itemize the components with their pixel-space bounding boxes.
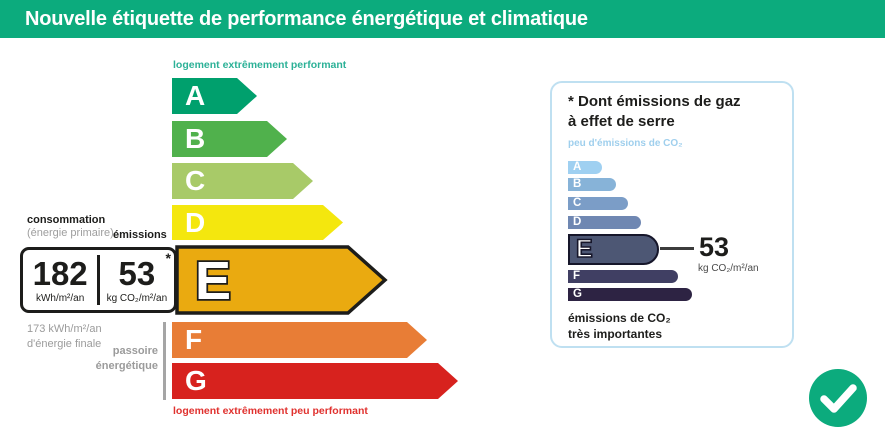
co2-low-emissions-label: peu d'émissions de CO₂ xyxy=(568,138,683,149)
emissions-cell: * 53 kg CO₂/m²/an xyxy=(100,250,174,310)
co2-title-line2: à effet de serre xyxy=(568,113,675,130)
co2-current-unit: kg CO₂/m²/an xyxy=(698,263,759,274)
final-energy-line2: d'énergie finale xyxy=(27,338,102,350)
emissions-label: émissions xyxy=(113,229,167,241)
check-icon xyxy=(809,369,867,427)
co2-panel-title: * Dont émissions de gaz à effet de serre xyxy=(568,92,741,132)
check-badge xyxy=(809,369,867,427)
co2-class-b: B xyxy=(568,178,616,191)
energy-class-g-label: G xyxy=(185,365,207,396)
co2-class-e-label: E xyxy=(575,235,593,263)
energy-class-d: D xyxy=(172,205,343,240)
sieve-divider-line xyxy=(163,322,166,400)
consumption-unit: kWh/m²/an xyxy=(35,292,85,304)
energy-class-a: A xyxy=(172,78,257,114)
co2-class-d: D xyxy=(568,216,641,229)
energy-sieve-line2: énergétique xyxy=(95,360,158,372)
bottom-performance-label: logement extrêmement peu performant xyxy=(173,405,368,417)
energy-class-f: F xyxy=(172,322,427,358)
header-bar: Nouvelle étiquette de performance énergé… xyxy=(0,0,885,38)
consumption-value: 182 xyxy=(32,254,88,292)
check-circle xyxy=(809,369,867,427)
co2-class-c: C xyxy=(568,197,628,210)
co2-current-value: 53 xyxy=(699,232,730,262)
emissions-value: 53 xyxy=(118,254,156,292)
consumption-cell: 182 kWh/m²/an xyxy=(23,250,97,310)
energy-class-d-label: D xyxy=(185,206,206,238)
energy-class-a-label: A xyxy=(185,80,206,111)
co2-class-e-current: E xyxy=(568,234,659,265)
co2-class-a-label: A xyxy=(573,160,582,173)
co2-high-line1: émissions de CO₂ xyxy=(568,311,671,325)
co2-class-f-label: F xyxy=(573,269,581,282)
consumption-label: consommation xyxy=(27,214,106,226)
co2-title-line1: * Dont émissions de gaz xyxy=(568,93,741,110)
top-performance-label: logement extrêmement performant xyxy=(173,59,347,71)
energy-class-g: G xyxy=(172,363,458,399)
primary-energy-label: (énergie primaire) xyxy=(27,227,114,239)
final-energy-line1: 173 kWh/m²/an xyxy=(27,323,102,335)
co2-class-g-label: G xyxy=(573,287,582,300)
energy-class-e-current-arrow: E xyxy=(175,245,388,315)
final-energy-note: 173 kWh/m²/an d'énergie finale xyxy=(27,322,102,352)
emissions-unit: kg CO₂/m²/an xyxy=(106,292,168,304)
energy-class-b-label: B xyxy=(185,123,206,154)
energy-sieve-line1: passoire xyxy=(112,345,158,357)
co2-class-c-label: C xyxy=(573,196,582,209)
co2-high-line2: très importantes xyxy=(568,327,663,341)
energy-class-c-label: C xyxy=(185,165,206,196)
energy-sieve-label: passoire énergétique xyxy=(58,344,158,374)
co2-pointer-line xyxy=(660,247,694,250)
current-values-box: 182 kWh/m²/an * 53 kg CO₂/m²/an xyxy=(20,247,177,313)
energy-class-f-label: F xyxy=(185,324,203,355)
co2-class-f: F xyxy=(568,270,678,283)
co2-high-emissions-label: émissions de CO₂ très importantes xyxy=(568,310,671,342)
energy-class-c: C xyxy=(172,163,313,199)
co2-class-g: G xyxy=(568,288,692,301)
value-divider xyxy=(97,255,100,305)
emissions-asterisk: * xyxy=(165,250,171,266)
co2-class-a: A xyxy=(568,161,602,174)
co2-class-b-label: B xyxy=(573,177,582,190)
energy-class-b: B xyxy=(172,121,287,157)
energy-class-e-shape xyxy=(175,245,388,315)
co2-class-d-label: D xyxy=(573,215,582,228)
co2-emissions-panel: * Dont émissions de gaz à effet de serre… xyxy=(550,81,794,348)
energy-class-e-label: E xyxy=(195,251,231,311)
page-title: Nouvelle étiquette de performance énergé… xyxy=(25,7,588,30)
